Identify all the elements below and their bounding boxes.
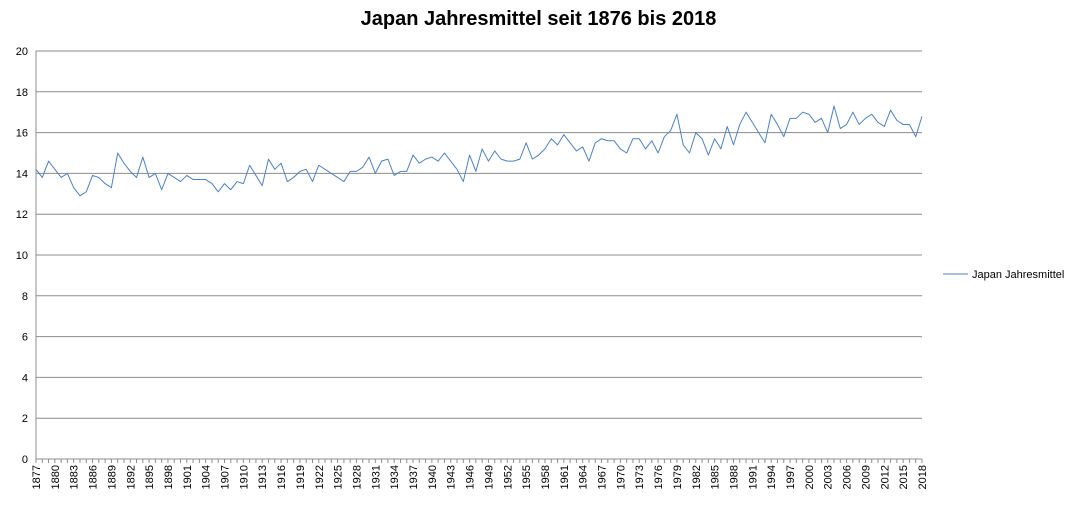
x-tick-label: 1919 <box>295 465 307 489</box>
x-tick-label: 1931 <box>370 465 382 489</box>
x-tick-label: 1928 <box>351 465 363 489</box>
y-tick-label: 8 <box>22 291 28 303</box>
x-tick-label: 1982 <box>691 465 703 489</box>
x-tick-label: 1895 <box>144 465 156 489</box>
y-tick-label: 14 <box>16 168 28 180</box>
x-tick-label: 1883 <box>69 465 81 489</box>
x-tick-label: 1892 <box>125 465 137 489</box>
x-tick-label: 1934 <box>389 465 401 489</box>
x-tick-label: 1961 <box>559 465 571 489</box>
x-tick-label: 2000 <box>804 465 816 489</box>
x-tick-label: 2018 <box>917 465 929 489</box>
x-tick-label: 2003 <box>823 465 835 489</box>
x-tick-label: 1889 <box>106 465 118 489</box>
x-tick-label: 1976 <box>653 465 665 489</box>
x-tick-label: 1952 <box>502 465 514 489</box>
x-tick-label: 1913 <box>257 465 269 489</box>
x-tick-label: 1925 <box>333 465 345 489</box>
y-tick-label: 0 <box>22 454 28 466</box>
x-tick-label: 1997 <box>785 465 797 489</box>
legend-label: Japan Jahresmittel <box>972 269 1064 281</box>
x-tick-label: 1940 <box>427 465 439 489</box>
y-tick-label: 4 <box>22 372 28 384</box>
x-tick-label: 1910 <box>238 465 250 489</box>
legend: Japan Jahresmittel <box>943 269 1064 281</box>
y-tick-label: 16 <box>16 128 28 140</box>
x-tick-label: 1949 <box>483 465 495 489</box>
x-tick-label: 1886 <box>88 465 100 489</box>
x-tick-label: 2006 <box>842 465 854 489</box>
x-tick-label: 1898 <box>163 465 175 489</box>
x-tick-label: 1904 <box>201 465 213 489</box>
x-tick-label: 1901 <box>182 465 194 489</box>
x-tick-label: 1937 <box>408 465 420 489</box>
x-tick-label: 1994 <box>766 465 778 489</box>
x-tick-label: 1964 <box>578 465 590 489</box>
x-tick-label: 2009 <box>860 465 872 489</box>
y-tick-label: 10 <box>16 250 28 262</box>
x-tick-label: 1970 <box>615 465 627 489</box>
x-tick-label: 1922 <box>314 465 326 489</box>
x-tick-label: 1958 <box>540 465 552 489</box>
x-tick-label: 2015 <box>898 465 910 489</box>
y-tick-label: 20 <box>16 46 28 58</box>
x-tick-label: 1955 <box>521 465 533 489</box>
x-tick-label: 1946 <box>465 465 477 489</box>
axes <box>35 51 923 463</box>
y-tick-label: 2 <box>22 413 28 425</box>
y-tick-label: 18 <box>16 87 28 99</box>
x-tick-label: 1907 <box>220 465 232 489</box>
series-layer <box>35 105 923 197</box>
x-tick-label: 1988 <box>728 465 740 489</box>
x-tick-label: 1967 <box>597 465 609 489</box>
chart-title: Japan Jahresmittel seit 1876 bis 2018 <box>360 8 717 30</box>
x-tick-label: 1916 <box>276 465 288 489</box>
x-tick-label: 1973 <box>634 465 646 489</box>
x-tick-label: 1979 <box>672 465 684 489</box>
x-tick-label: 1880 <box>50 465 62 489</box>
x-axis-tick-labels: 1877 1880 1883 1886 1889 1892 1895 1898 1901 1904… <box>31 465 929 489</box>
y-tick-label: 12 <box>16 209 28 221</box>
y-tick-label: 6 <box>22 332 28 344</box>
x-tick-label: 1877 <box>31 465 43 489</box>
x-tick-label: 2012 <box>879 465 891 489</box>
gridlines <box>36 50 922 419</box>
x-tick-label: 1991 <box>747 465 759 489</box>
series-line-0 <box>35 105 923 197</box>
y-axis-tick-labels: 0 2 4 6 8 10 12 14 16 18 20 <box>16 46 28 466</box>
x-tick-label: 1985 <box>710 465 722 489</box>
x-tick-label: 1943 <box>446 465 458 489</box>
